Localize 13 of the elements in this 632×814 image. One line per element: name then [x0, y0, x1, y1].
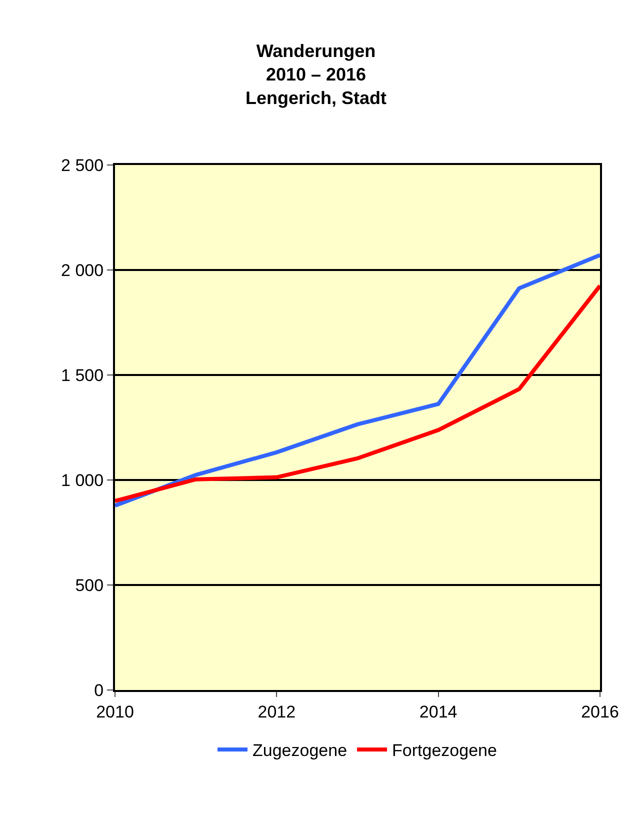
y-tick-label: 1 500	[61, 366, 104, 385]
y-tick-label: 2 500	[61, 156, 104, 175]
y-tick-label: 2 000	[61, 260, 104, 280]
chart-title: Wanderungen 2010 – 2016 Lengerich, Stadt	[245, 40, 387, 108]
x-tick-label: 2016	[581, 702, 619, 722]
y-tick-label: 1 000	[61, 470, 104, 490]
legend-label: Fortgezogene	[392, 741, 497, 760]
x-tick-label: 2014	[419, 702, 458, 722]
y-tick-label: 0	[94, 680, 104, 700]
x-tick-label: 2012	[258, 702, 296, 722]
x-tick-label: 2010	[96, 702, 134, 722]
legend-label: Zugezogene	[252, 741, 348, 760]
y-tick-label: 500	[75, 576, 104, 595]
